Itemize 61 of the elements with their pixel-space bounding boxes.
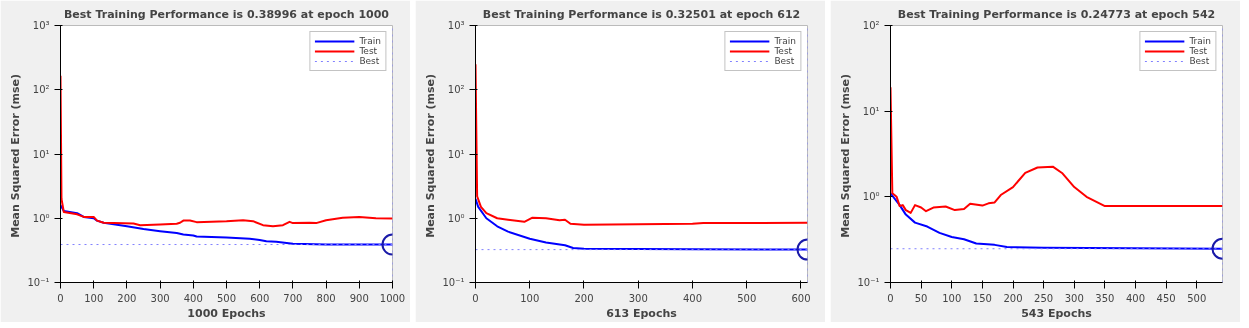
y-axis-title: Mean Squared Error (mse) xyxy=(839,73,853,238)
x-tick-label: 100 xyxy=(942,292,962,304)
legend-label: Test xyxy=(774,46,794,56)
x-tick-label: 700 xyxy=(283,292,303,304)
legend-label: Test xyxy=(1189,46,1209,56)
y-tick-label: 10³ xyxy=(32,20,50,31)
x-axis-title: 1000 Epochs xyxy=(187,306,267,320)
legend-label: Train xyxy=(774,36,796,46)
x-tick-label: 350 xyxy=(1095,292,1115,304)
chart-title: Best Training Performance is 0.32501 at epoch 612 xyxy=(482,7,801,21)
x-tick-label: 200 xyxy=(117,292,137,304)
y-tick-label: 10¹ xyxy=(32,148,50,160)
y-tick-label: 10² xyxy=(447,84,465,96)
x-tick-label: 0 xyxy=(887,292,894,304)
y-tick-label: 10³ xyxy=(447,20,465,31)
x-tick-label: 300 xyxy=(1064,292,1084,304)
legend-label: Test xyxy=(359,46,379,56)
y-tick-label: 10⁻¹ xyxy=(857,277,880,288)
legend-label: Train xyxy=(359,36,381,46)
x-axis-title: 613 Epochs xyxy=(606,306,678,320)
legend-label: Best xyxy=(359,56,380,66)
y-tick-label: 10¹ xyxy=(862,105,880,117)
x-tick-label: 50 xyxy=(914,292,928,304)
chart-title: Best Training Performance is 0.24773 at epoch 542 xyxy=(897,7,1216,21)
y-tick-label: 10⁰ xyxy=(862,191,880,203)
y-tick-label: 10⁰ xyxy=(32,212,50,224)
y-axis-title: Mean Squared Error (mse) xyxy=(9,73,23,238)
x-tick-label: 800 xyxy=(316,292,336,304)
x-tick-label: 400 xyxy=(183,292,203,304)
x-tick-label: 400 xyxy=(682,292,703,304)
x-tick-label: 300 xyxy=(150,292,170,304)
y-tick-label: 10² xyxy=(32,84,50,96)
legend-label: Train xyxy=(1189,36,1211,46)
x-tick-label: 250 xyxy=(1034,292,1054,304)
y-axis-title: Mean Squared Error (mse) xyxy=(424,73,438,238)
y-tick-label: 10⁰ xyxy=(447,212,465,224)
x-tick-label: 1000 xyxy=(379,292,406,304)
x-tick-label: 300 xyxy=(628,292,648,304)
x-tick-label: 500 xyxy=(216,292,237,304)
legend-label: Best xyxy=(774,56,795,66)
x-tick-label: 900 xyxy=(349,292,369,304)
x-tick-label: 0 xyxy=(472,292,479,304)
y-tick-label: 10² xyxy=(862,20,880,31)
y-tick-label: 10⁻¹ xyxy=(442,277,465,288)
legend-label: Best xyxy=(1189,56,1210,66)
y-tick-label: 10¹ xyxy=(447,148,465,160)
x-tick-label: 500 xyxy=(737,292,757,304)
x-tick-label: 0 xyxy=(57,292,64,304)
y-tick-label: 10⁻¹ xyxy=(27,277,50,288)
x-tick-label: 450 xyxy=(1156,292,1176,304)
x-tick-label: 600 xyxy=(791,292,811,304)
x-tick-label: 200 xyxy=(1003,292,1023,304)
x-tick-label: 500 xyxy=(1187,292,1207,304)
x-tick-label: 200 xyxy=(574,292,594,304)
x-tick-label: 600 xyxy=(250,292,270,304)
x-tick-label: 150 xyxy=(972,292,992,304)
x-tick-label: 400 xyxy=(1125,292,1146,304)
x-tick-label: 100 xyxy=(84,292,104,304)
chart-title: Best Training Performance is 0.38996 at epoch 1000 xyxy=(63,7,390,21)
x-tick-label: 100 xyxy=(520,292,540,304)
x-axis-title: 543 Epochs xyxy=(1021,306,1093,320)
